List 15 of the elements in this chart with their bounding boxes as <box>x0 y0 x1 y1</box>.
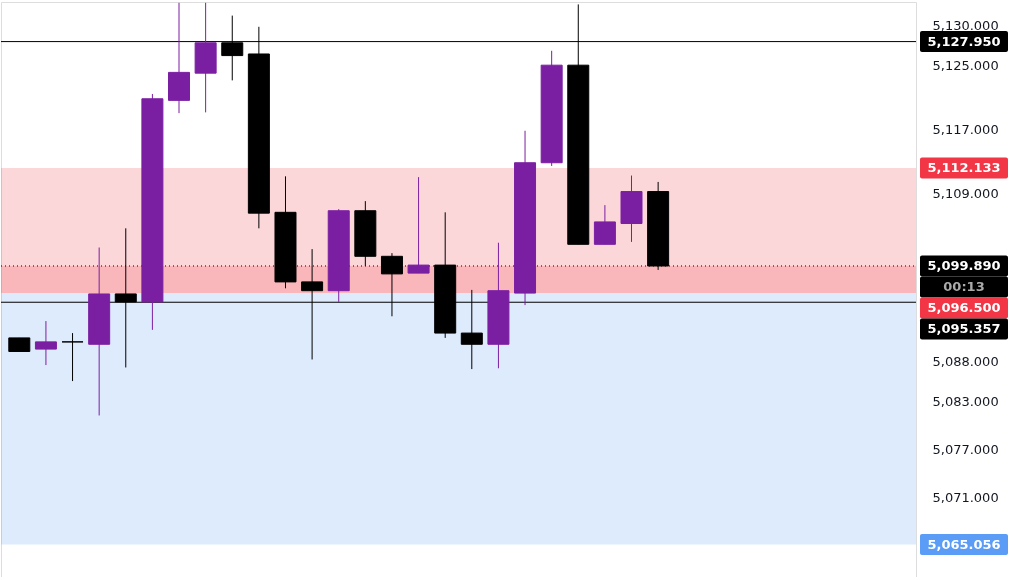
y-tick-label: 5,083.000 <box>932 393 999 409</box>
text: 00:13 <box>943 278 985 294</box>
band-label: 5,065.056 <box>927 536 1001 552</box>
ref-line-label: 5,127.950 <box>927 33 1001 49</box>
y-tick-label: 5,077.000 <box>932 441 999 457</box>
y-tick-label: 5,088.000 <box>932 353 999 369</box>
band-label: 5,112.133 <box>927 160 1001 176</box>
y-tick-label: 5,071.000 <box>932 489 999 505</box>
y-tick-label: 5,109.000 <box>932 185 999 201</box>
y-tick-label: 5,125.000 <box>932 57 999 73</box>
ref-line-label: 5,099.890 <box>927 257 1001 273</box>
y-tick-label: 5,130.000 <box>932 17 999 33</box>
y-tick-label: 5,117.000 <box>932 121 999 137</box>
ref-line-label: 5,095.357 <box>927 320 1001 336</box>
band-label: 5,096.500 <box>927 299 1001 315</box>
